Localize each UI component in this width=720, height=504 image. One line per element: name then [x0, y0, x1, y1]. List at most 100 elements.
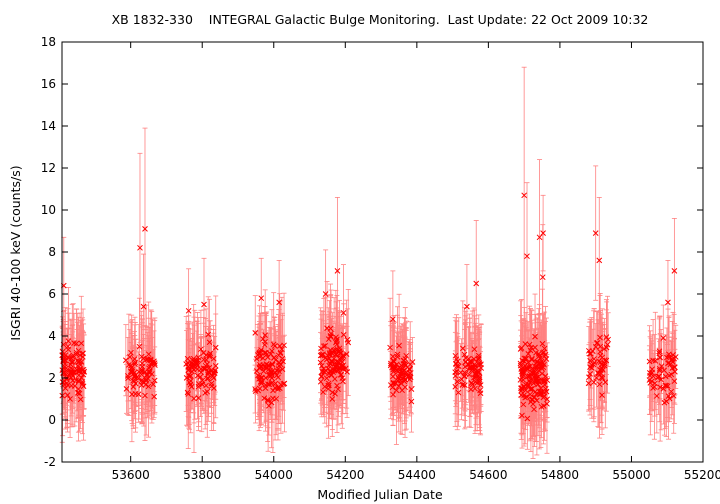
data-point: [544, 400, 550, 407]
data-point: [462, 382, 468, 389]
x-tick-label: 54800: [541, 468, 579, 482]
data-point: [263, 349, 269, 356]
data-point: [317, 352, 324, 359]
data-point: [143, 372, 150, 379]
data-point: [194, 372, 201, 379]
data-point: [652, 380, 658, 387]
x-axis-label: Modified Julian Date: [317, 487, 443, 502]
data-point: [205, 331, 212, 338]
data-point: [656, 367, 663, 374]
data-point: [528, 344, 535, 351]
data-point: [646, 370, 653, 376]
data-point: [539, 340, 546, 347]
data-point: [605, 336, 612, 343]
data-point: [344, 336, 351, 343]
data-point: [205, 369, 212, 376]
data-point: [205, 371, 211, 378]
data-point: [477, 382, 484, 388]
data-point: [654, 375, 661, 381]
data-point: [67, 361, 74, 368]
data-point: [276, 343, 283, 349]
data-point: [396, 364, 403, 371]
data-point: [603, 344, 610, 351]
data-point: [78, 340, 85, 347]
data-point: [531, 367, 538, 374]
data-point: [390, 363, 397, 370]
data-point: [518, 368, 525, 375]
data-point: [189, 361, 196, 368]
data-point: [540, 379, 547, 385]
x-tick-label: 53600: [112, 468, 150, 482]
data-point: [268, 370, 275, 376]
data-point: [259, 378, 265, 385]
data-point: [331, 347, 338, 354]
data-point: [273, 372, 280, 379]
data-point: [323, 375, 330, 382]
data-point: [256, 365, 263, 371]
data-point: [478, 361, 484, 368]
data-point: [258, 295, 265, 302]
data-point: [185, 391, 192, 397]
data-point: [269, 379, 276, 386]
data-point: [184, 389, 191, 396]
data-point: [339, 359, 346, 365]
data-point: [672, 368, 678, 375]
data-point: [206, 339, 213, 346]
data-point: [399, 375, 406, 381]
data-point: [459, 345, 466, 352]
data-point: [399, 369, 406, 376]
data-point: [538, 391, 544, 397]
data-point: [656, 348, 663, 355]
data-point: [662, 373, 669, 380]
data-point: [329, 350, 336, 357]
data-point: [69, 366, 76, 373]
data-point: [184, 355, 191, 362]
data-point: [343, 351, 350, 357]
data-point: [403, 372, 410, 378]
data-point: [593, 340, 600, 346]
data-point: [150, 381, 157, 388]
data-point: [73, 377, 80, 384]
data-point: [671, 378, 678, 385]
data-point: [278, 361, 284, 368]
data-point: [471, 346, 478, 353]
data-point: [209, 373, 216, 380]
data-point: [599, 392, 605, 399]
data-point: [672, 354, 679, 360]
data-point: [276, 299, 282, 306]
chart-title: XB 1832-330 INTEGRAL Galactic Bulge Moni…: [112, 12, 649, 27]
data-point: [146, 357, 152, 363]
data-point: [329, 396, 336, 402]
data-point: [540, 364, 547, 371]
data-point: [393, 387, 400, 394]
data-point: [541, 389, 547, 396]
plot-frame: [61, 41, 704, 463]
data-point: [252, 388, 259, 394]
data-point: [269, 348, 275, 354]
data-point: [671, 268, 678, 274]
data-point: [271, 343, 278, 349]
data-point: [522, 387, 529, 394]
data-point: [334, 382, 340, 389]
data-point: [533, 374, 540, 381]
data-point: [76, 367, 83, 374]
data-point: [477, 387, 483, 394]
data-point: [406, 376, 413, 383]
data-point: [401, 378, 408, 385]
data-point: [531, 406, 537, 413]
data-point: [538, 365, 545, 371]
data-point: [135, 375, 142, 382]
data-point: [151, 377, 158, 384]
data-point: [64, 382, 71, 388]
data-point: [132, 380, 139, 387]
data-point: [80, 383, 87, 390]
data-point: [390, 391, 396, 398]
data-point: [268, 372, 275, 379]
data-point: [64, 366, 71, 373]
data-point: [589, 348, 596, 354]
data-point: [149, 371, 155, 377]
data-point: [668, 388, 675, 395]
data-point: [586, 374, 592, 381]
data-point: [195, 395, 202, 401]
